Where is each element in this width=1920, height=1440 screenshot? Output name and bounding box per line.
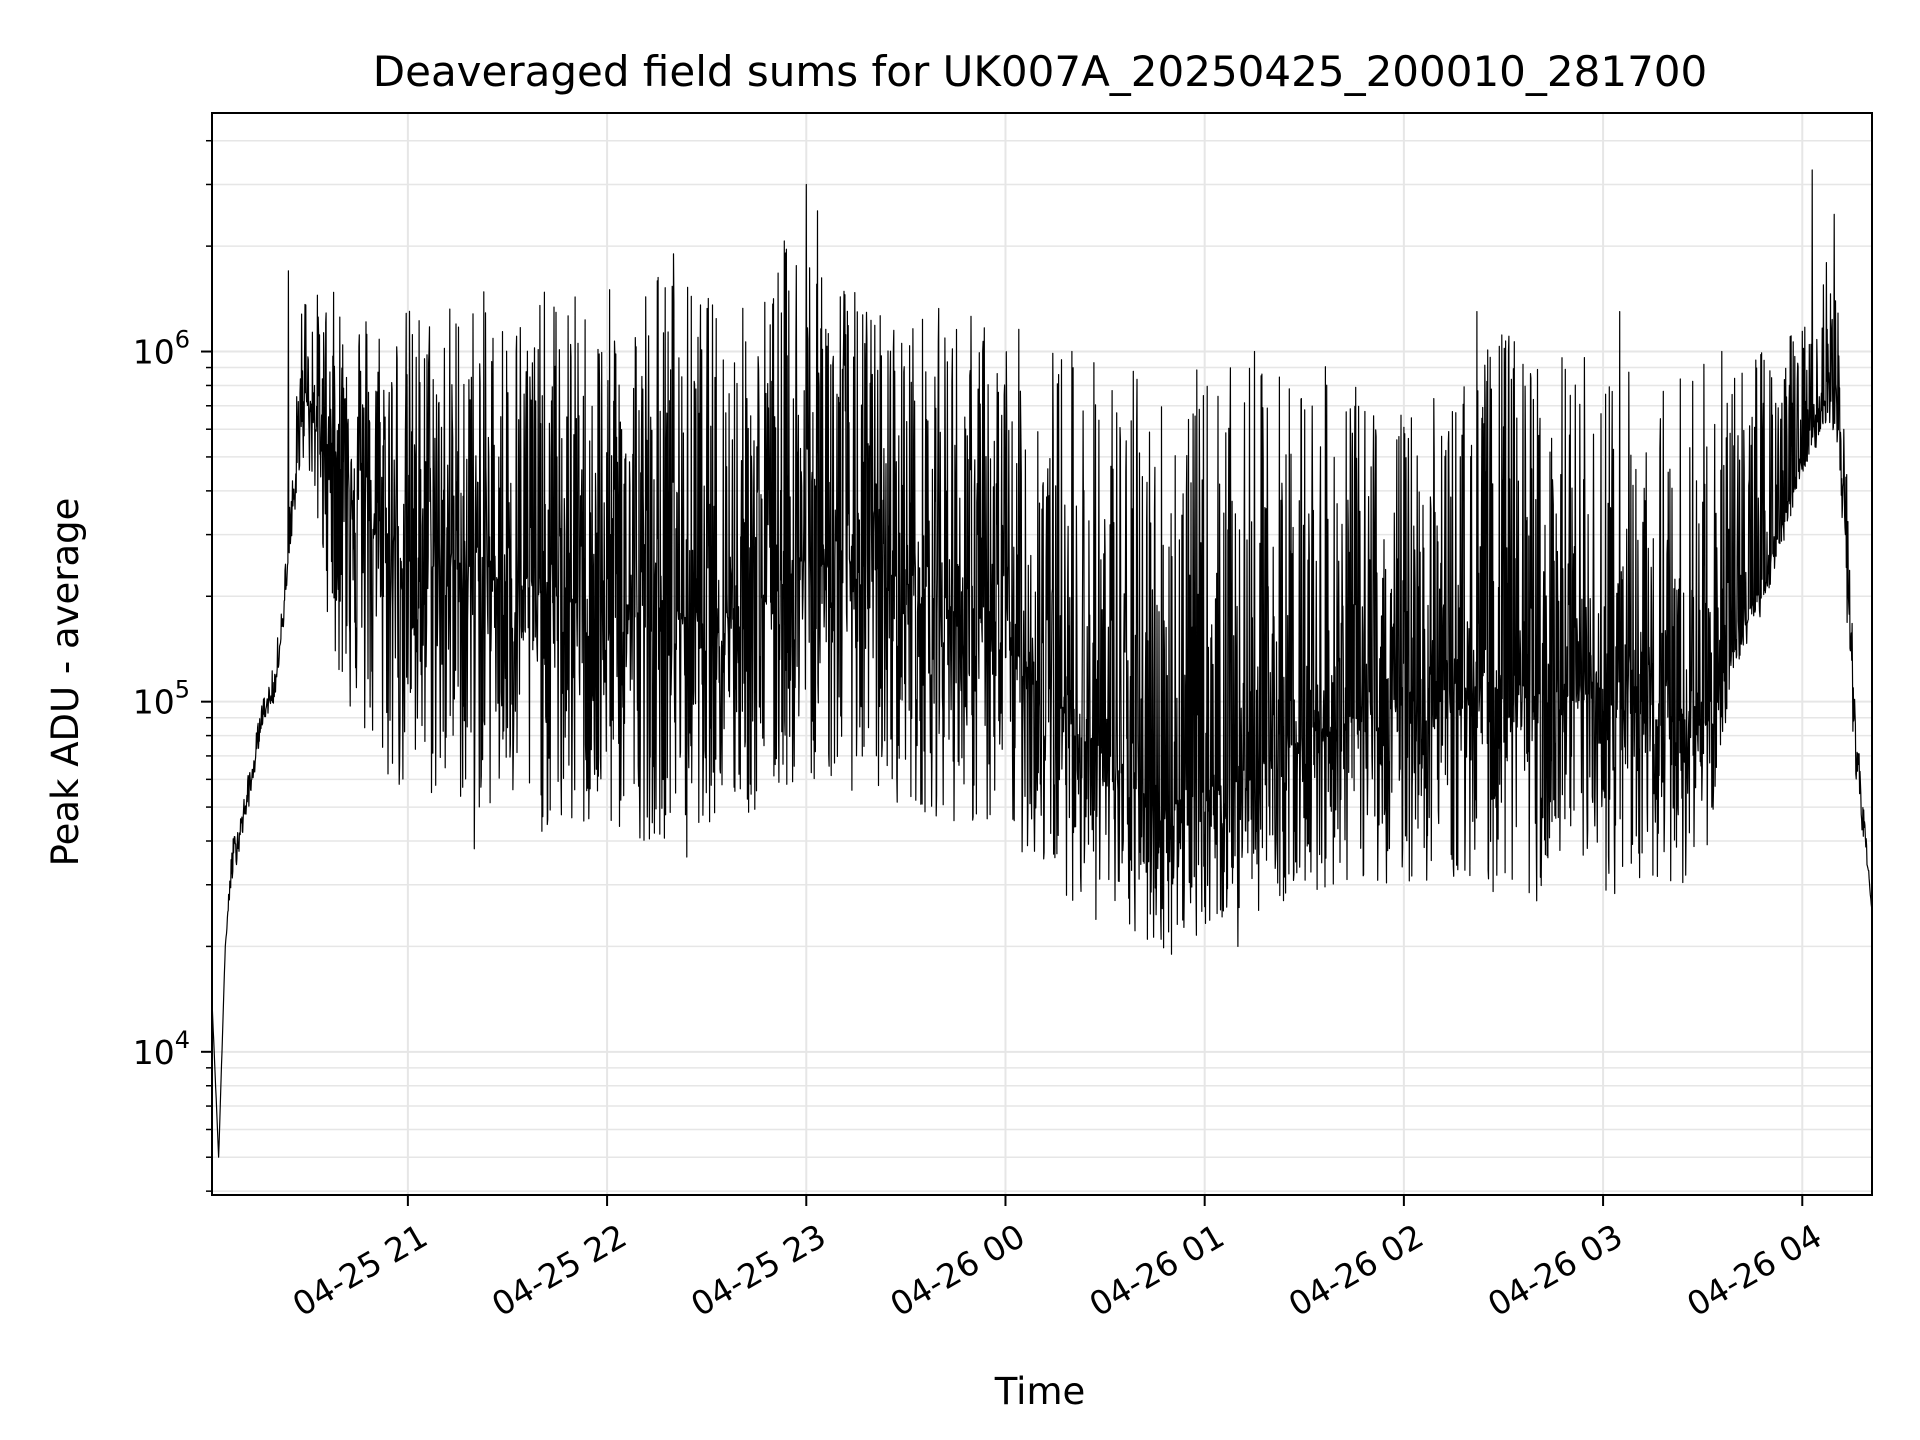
y-tick-label: 106 <box>133 326 190 372</box>
y-axis-label: Peak ADU - average <box>44 498 87 867</box>
plot-line-layer <box>211 169 1873 1158</box>
y-tick-label: 105 <box>133 676 190 722</box>
y-tick-label: 104 <box>133 1026 190 1072</box>
chart-title: Deaveraged field sums for UK007A_2025042… <box>373 47 1707 96</box>
axes-frame <box>211 112 1873 1196</box>
y-axis: 104 105 106 <box>133 139 212 1192</box>
x-axis-label: Time <box>994 1370 1086 1413</box>
series-line <box>211 169 1873 1158</box>
